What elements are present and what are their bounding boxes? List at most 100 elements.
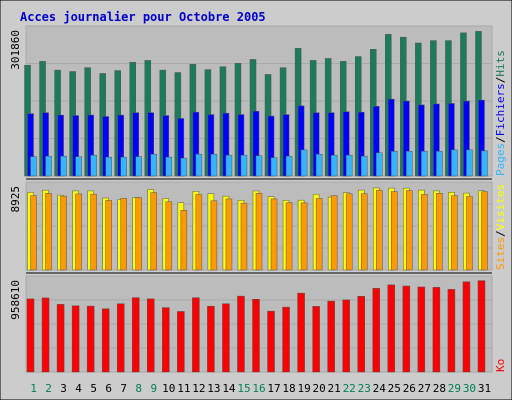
bar-pages-day-12 — [195, 153, 203, 177]
bar-ko-day-16 — [252, 299, 260, 373]
bar-sites-day-10 — [165, 201, 173, 271]
bar-ko-day-13 — [207, 305, 215, 373]
x-tick-label-day-3: 3 — [60, 382, 67, 395]
bar-ko-day-1 — [26, 298, 35, 373]
bar-ko-day-8 — [131, 297, 140, 373]
bar-sites-day-21 — [330, 195, 338, 271]
bar-sites-day-29 — [451, 195, 458, 271]
bar-pages-day-4 — [75, 156, 82, 177]
bar-pages-day-1 — [30, 156, 37, 177]
x-tick-label-day-31: 31 — [478, 382, 491, 395]
panel-kilobytes: 958610 Ko — [9, 275, 507, 373]
bar-sites-day-31 — [481, 191, 488, 271]
legend-hits: Hits — [494, 50, 507, 77]
bar-ko-day-11 — [177, 311, 185, 373]
bar-sites-day-17 — [270, 198, 278, 271]
bar-ko-day-9 — [147, 298, 155, 373]
legend-ko: Ko — [494, 359, 507, 372]
bar-sites-day-7 — [120, 198, 127, 271]
x-tick-label-day-1: 1 — [30, 382, 37, 395]
x-tick-label-day-13: 13 — [207, 382, 220, 395]
bar-pages-day-6 — [105, 156, 112, 177]
bar-ko-day-21 — [327, 300, 335, 373]
x-tick-label-day-29: 29 — [448, 382, 461, 395]
bar-ko-day-22 — [342, 299, 350, 373]
x-tick-label-day-14: 14 — [222, 382, 236, 395]
legend-separator: / — [494, 136, 507, 143]
bar-sites-day-8 — [135, 197, 142, 271]
panel-kilobytes-y-max-label: 958610 — [9, 280, 22, 320]
bar-sites-day-16 — [255, 193, 263, 271]
bar-ko-day-20 — [312, 306, 320, 373]
bar-ko-day-7 — [116, 303, 125, 373]
x-tick-label-day-11: 11 — [177, 382, 190, 395]
x-tick-label-day-28: 28 — [433, 382, 446, 395]
bar-pages-day-26 — [406, 151, 413, 177]
legend-fichiers: Fichiers — [494, 83, 507, 136]
panel-traffic-y-max-label: 301860 — [9, 30, 22, 70]
bar-ko-day-19 — [297, 292, 305, 373]
bar-pages-day-2 — [45, 155, 52, 177]
bar-pages-day-15 — [240, 154, 248, 177]
panels-layer: 301860 Pages/Fichiers/Hits 8925 Sites / Visit… — [9, 25, 507, 373]
bar-ko-day-2 — [41, 297, 50, 373]
x-tick-label-day-4: 4 — [75, 382, 82, 395]
bar-sites-day-18 — [285, 202, 293, 271]
bar-ko-day-28 — [432, 287, 441, 373]
x-tick-label-day-5: 5 — [90, 382, 97, 395]
bar-ko-day-14 — [222, 303, 230, 373]
legend-pages: Pages — [494, 143, 507, 176]
bar-ko-day-12 — [192, 297, 200, 373]
bar-sites-day-12 — [195, 194, 203, 271]
x-axis-day-labels: 1 2 3 4 5 6 7 8 9 10 11 12 13 14 15 16 17 18 19 20 21 22 23 24 2… — [30, 382, 491, 395]
x-tick-label-day-22: 22 — [343, 382, 356, 395]
bar-pages-day-24 — [376, 152, 383, 177]
bar-pages-day-27 — [421, 151, 428, 177]
bar-ko-day-24 — [372, 288, 381, 373]
bar-ko-day-10 — [162, 307, 170, 373]
legend-separator: / — [494, 77, 507, 84]
bar-sites-day-19 — [300, 202, 308, 271]
bar-pages-day-9 — [150, 153, 158, 177]
x-tick-label-day-26: 26 — [403, 382, 416, 395]
panel-visits-y-max-label: 8925 — [9, 186, 22, 213]
panel-traffic-legend: Pages/Fichiers/Hits — [494, 50, 507, 176]
bar-pages-day-31 — [481, 150, 488, 177]
x-tick-label-day-25: 25 — [388, 382, 401, 395]
x-tick-label-day-21: 21 — [328, 382, 341, 395]
bar-ko-day-27 — [417, 286, 426, 373]
bar-pages-day-7 — [120, 156, 127, 177]
bar-pages-day-21 — [330, 154, 338, 177]
bar-pages-day-19 — [300, 149, 308, 177]
bar-sites-day-25 — [391, 191, 398, 271]
legend-visites: Visites — [494, 184, 507, 230]
bar-ko-day-18 — [282, 306, 290, 373]
bar-ko-day-26 — [402, 285, 411, 373]
x-tick-label-day-6: 6 — [105, 382, 112, 395]
bar-sites-day-2 — [45, 193, 52, 271]
bar-sites-day-23 — [360, 193, 368, 271]
bar-ko-day-4 — [71, 305, 80, 373]
bar-pages-day-5 — [90, 154, 97, 177]
bar-sites-day-4 — [75, 193, 82, 271]
bar-pages-day-10 — [165, 156, 173, 177]
bar-pages-day-16 — [255, 155, 263, 177]
x-tick-label-day-20: 20 — [313, 382, 326, 395]
x-tick-label-day-27: 27 — [418, 382, 431, 395]
legend-sites: Sites — [494, 237, 507, 270]
bar-pages-day-18 — [285, 155, 293, 177]
x-tick-label-day-17: 17 — [267, 382, 280, 395]
bar-sites-day-3 — [60, 195, 67, 271]
panel-kilobytes-legend: Ko — [494, 359, 507, 372]
panel-visits: 8925 Sites/Visites — [9, 181, 507, 271]
bar-sites-day-11 — [180, 209, 188, 271]
x-tick-label-day-9: 9 — [150, 382, 157, 395]
bar-pages-day-22 — [345, 154, 353, 177]
x-tick-label-day-18: 18 — [282, 382, 295, 395]
bar-pages-day-30 — [466, 149, 473, 177]
bar-ko-day-3 — [56, 304, 65, 373]
bar-pages-day-25 — [391, 151, 398, 177]
x-tick-label-day-15: 15 — [237, 382, 250, 395]
